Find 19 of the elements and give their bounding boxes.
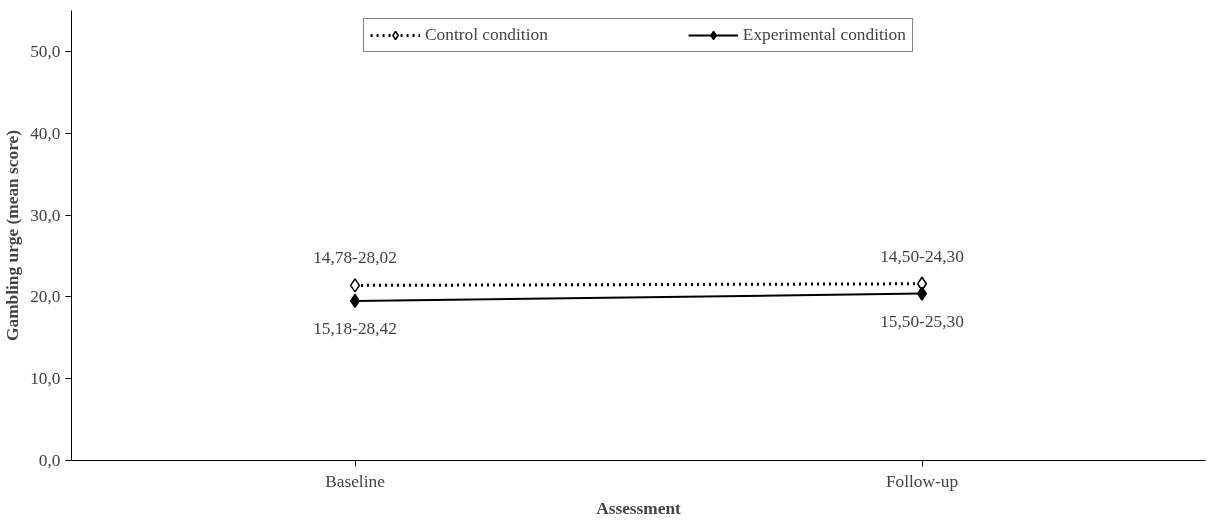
point	[349, 293, 361, 309]
legend-label: Experimental condition	[742, 25, 906, 45]
y-tick-label: 0,0	[38, 451, 61, 470]
annotation: 15,18-28,42	[313, 318, 397, 338]
annotation: 14,78-28,02	[313, 248, 397, 268]
x-axis-title: Assessment	[596, 498, 682, 518]
annotation: 15,50-25,30	[880, 311, 964, 331]
x-tick-label: Follow-up	[885, 471, 959, 491]
y-tick-label: 10,0	[30, 369, 61, 389]
y-tick-label: 30,0	[30, 205, 61, 225]
y-axis-title: Gambling urge (mean score)	[3, 129, 23, 341]
point	[349, 278, 361, 293]
annotation: 14,50-24,30	[880, 246, 964, 266]
y-tick-label: 40,0	[30, 123, 61, 143]
x-tick-label: Baseline	[325, 471, 386, 491]
point	[916, 286, 928, 301]
legend-label: Control condition	[425, 25, 548, 45]
y-tick-label: 20,0	[30, 287, 61, 307]
y-tick-label: 50,0	[30, 41, 61, 61]
